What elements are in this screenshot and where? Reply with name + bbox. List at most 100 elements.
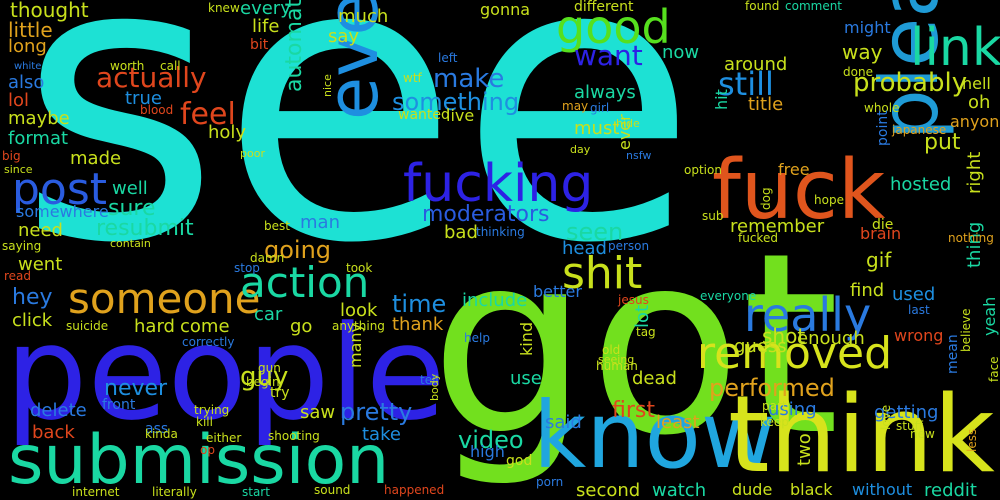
word: option [684,163,722,177]
word: resubmit [96,216,194,241]
word: love [879,404,893,430]
word: removed [697,328,893,379]
word: sub [702,209,724,223]
word: begin [246,375,280,389]
word: part [762,399,787,413]
word: girl [590,101,610,115]
word: now [662,42,700,63]
word: want [574,39,643,72]
word: gonna [480,0,531,19]
word: free [778,160,810,179]
word: watch [652,480,707,500]
word: keep [760,415,789,429]
word: die [872,217,894,233]
word: still [718,65,774,103]
word: different [574,0,634,15]
word: stop [234,261,260,275]
word: kinda [145,427,178,441]
word: wtf [403,71,422,85]
word: reddit [924,480,977,500]
word: thinking [476,225,525,239]
word: person [608,239,650,253]
word: man [300,212,340,233]
word: said [545,412,582,433]
word: something [392,88,520,116]
word: contain [110,237,151,250]
word: somewhere [16,202,109,221]
word: wrong [894,326,944,345]
word: using [768,399,817,420]
word: come [180,316,230,337]
word: god [506,453,533,469]
word: porn [536,475,564,489]
word: fucked [738,231,778,245]
word: happened [384,483,445,497]
word: internet [72,485,120,499]
word: delete [30,400,87,421]
word: long [8,36,47,57]
word: moderators [422,202,550,227]
word: tag [636,325,656,339]
word: front [102,397,136,413]
word: correctly [182,335,235,349]
word: might [844,18,891,37]
word: literally [152,485,197,499]
word: big [2,149,21,163]
word: two [794,433,815,466]
word: less [965,428,979,452]
word: found [745,0,780,13]
word: sound [314,483,351,497]
word: done [843,65,873,79]
word: everyone [700,289,757,303]
word: mean [945,334,961,374]
word: true [125,88,162,109]
word: include [462,290,528,311]
word: actually [96,61,207,94]
word: car [254,304,283,325]
word: find [850,280,885,301]
word: anything [332,319,385,333]
word: hit [712,89,731,110]
word: maybe [8,108,70,129]
word: go [290,316,313,337]
word: lol [8,90,30,111]
word: oh [968,92,991,113]
word: use [510,368,542,389]
word: guess [734,336,787,357]
word: link [910,18,1000,78]
word: hey [12,285,53,310]
word: believe [959,308,973,352]
word: submission [8,421,390,500]
word: face [987,356,1000,382]
word: guy [240,362,289,392]
word: yeah [980,296,999,336]
word: way [842,40,883,64]
word: head [562,238,607,259]
word: trying [194,403,230,417]
word: made [70,148,122,169]
word: seen [566,218,624,246]
word: wanted [398,107,450,123]
word: blood [140,103,174,117]
word: bad [444,222,478,243]
word: old [602,343,621,357]
word: anyone [950,112,1000,131]
word: enough [797,328,865,349]
word: time [392,290,447,318]
word: back [32,422,75,443]
word: must [574,118,620,139]
word: say [328,26,360,47]
word: hide [616,117,640,130]
word: well [112,178,148,199]
word: poor [240,147,265,160]
word: read [4,269,32,283]
word: nothing [948,231,994,245]
word: human [596,359,638,373]
word: make [433,64,505,94]
word: worth [110,59,145,73]
word: op [200,443,215,457]
word: gun [258,361,281,375]
word: dead [632,368,677,389]
word: body [428,373,441,401]
word: holy [208,122,247,143]
